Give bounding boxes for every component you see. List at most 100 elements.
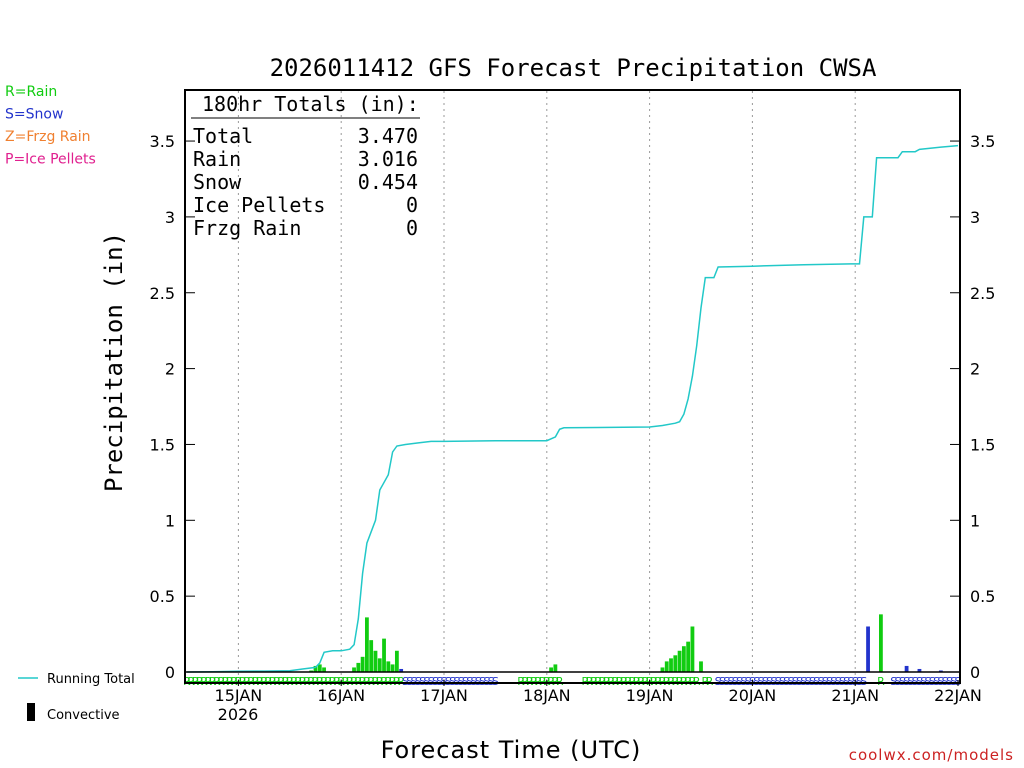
rain-bar <box>313 665 318 672</box>
y-tick-label-right: 1.5 <box>970 435 995 454</box>
precip-type-letter: R <box>629 675 637 688</box>
precip-type-letter: S <box>458 675 465 688</box>
precip-type-letter: R <box>539 675 547 688</box>
y-ticks-right: 0 0.5 1 1.5 2 2.5 3 3.5 <box>950 132 995 682</box>
bar-series <box>309 614 943 672</box>
precip-type-letter: S <box>890 675 897 688</box>
precip-type-letter: R <box>342 675 350 688</box>
totals-row-value: 0.454 <box>358 170 418 194</box>
running-total-series <box>186 144 959 673</box>
precip-type-letter: S <box>492 675 499 688</box>
precip-type-letter: S <box>783 675 790 688</box>
precip-type-letter: R <box>247 675 255 688</box>
rain-bar <box>369 640 374 672</box>
precip-type-letter: R <box>273 675 281 688</box>
x-ticks: 15JAN 16JAN 17JAN 18JAN 19JAN 20JAN 21JAN 22JAN <box>215 680 982 705</box>
y-tick-label-right: 0.5 <box>970 587 995 606</box>
precip-type-letter: S <box>432 675 439 688</box>
rain-bar <box>549 667 553 672</box>
snow-bar <box>904 665 909 672</box>
precip-type-letter: R <box>226 675 234 688</box>
precip-type-letter: R <box>641 675 649 688</box>
precip-type-letter: S <box>912 675 919 688</box>
precip-type-letter: R <box>359 675 367 688</box>
precip-type-letter: R <box>372 675 380 688</box>
x-tick-label: 17JAN <box>420 686 468 705</box>
precip-type-letter: R <box>282 675 290 688</box>
plot-frame <box>184 89 961 684</box>
precip-type-letter: R <box>196 675 204 688</box>
precip-type-letter: S <box>762 675 769 688</box>
precip-type-letter: S <box>860 675 867 688</box>
snow-bar <box>938 670 943 672</box>
precip-type-letter: R <box>367 675 375 688</box>
precip-type-letter: R <box>877 675 885 688</box>
rain-bar <box>686 641 691 672</box>
precip-type-letter: R <box>384 675 392 688</box>
precip-type-letter: R <box>286 675 294 688</box>
precip-type-letter: S <box>775 675 782 688</box>
totals-row-value: 3.016 <box>358 147 418 171</box>
rain-bar <box>669 658 673 672</box>
rain-bar <box>879 614 883 672</box>
precip-type-letter: S <box>835 675 842 688</box>
y-tick-label: 3 <box>165 208 175 227</box>
y-tick-label-right: 3.5 <box>970 132 995 151</box>
precip-type-letter: R <box>209 675 217 688</box>
legend-type-rain: R=Rain <box>5 84 57 100</box>
precip-type-letter: S <box>779 675 786 688</box>
precip-type-letter: R <box>616 675 624 688</box>
precip-type-letter: R <box>389 675 397 688</box>
x-tick-label: 15JAN <box>215 686 263 705</box>
chart-title: 2026011412 GFS Forecast Precipitation CW… <box>270 54 877 82</box>
precip-type-letter: R <box>663 675 671 688</box>
totals-box: 180hr Totals (in): Total 3.470 Rain 3.016 Sn… <box>191 92 420 240</box>
precip-type-letter: S <box>428 675 435 688</box>
credit-link[interactable]: coolwx.com/models <box>848 746 1014 764</box>
precip-type-letter: S <box>800 675 807 688</box>
y-tick-label: 3.5 <box>150 132 175 151</box>
precip-type-letter: R <box>320 675 328 688</box>
precip-type-letter: S <box>903 675 910 688</box>
precip-type-letter: R <box>277 675 285 688</box>
precip-type-letter: R <box>307 675 315 688</box>
grid-lines <box>237 91 856 683</box>
precip-type-letter: S <box>466 675 473 688</box>
x-tick-label: 19JAN <box>626 686 674 705</box>
precip-type-letter: S <box>470 675 477 688</box>
precip-type-letter: R <box>603 675 611 688</box>
legend-type-ice: P=Ice Pellets <box>5 152 96 168</box>
precip-type-letter: S <box>950 675 957 688</box>
precip-type-letter: S <box>406 675 413 688</box>
precip-type-letter: R <box>380 675 388 688</box>
precip-type-letter: S <box>920 675 927 688</box>
precip-type-letter: R <box>693 675 701 688</box>
precip-type-letter: S <box>856 675 863 688</box>
rain-bar <box>382 638 386 672</box>
precip-type-letter: R <box>671 675 679 688</box>
precip-type-letter: R <box>192 675 200 688</box>
totals-row-label: Frzg Rain <box>193 216 301 240</box>
precip-type-letter: R <box>582 675 590 688</box>
precip-type-letter: R <box>333 675 341 688</box>
precip-type-letter: S <box>847 675 854 688</box>
precip-type-letter: R <box>650 675 658 688</box>
y-tick-label-right: 0 <box>970 663 980 682</box>
precip-type-letter: R <box>299 675 307 688</box>
precip-type-letter: R <box>607 675 615 688</box>
precip-type-letter: R <box>586 675 594 688</box>
precip-type-letter: S <box>745 675 752 688</box>
precip-type-letter: S <box>796 675 803 688</box>
precip-type-letter: R <box>620 675 628 688</box>
y-tick-label: 2 <box>165 360 175 379</box>
precip-type-letter: R <box>303 675 311 688</box>
precip-type-letter: R <box>676 675 684 688</box>
snow-bar <box>399 668 404 672</box>
precip-type-letter: S <box>462 675 469 688</box>
snow-bar <box>866 626 870 672</box>
precip-type-letter: R <box>637 675 645 688</box>
y-tick-label-right: 2.5 <box>970 284 995 303</box>
precip-type-letter: R <box>316 675 324 688</box>
